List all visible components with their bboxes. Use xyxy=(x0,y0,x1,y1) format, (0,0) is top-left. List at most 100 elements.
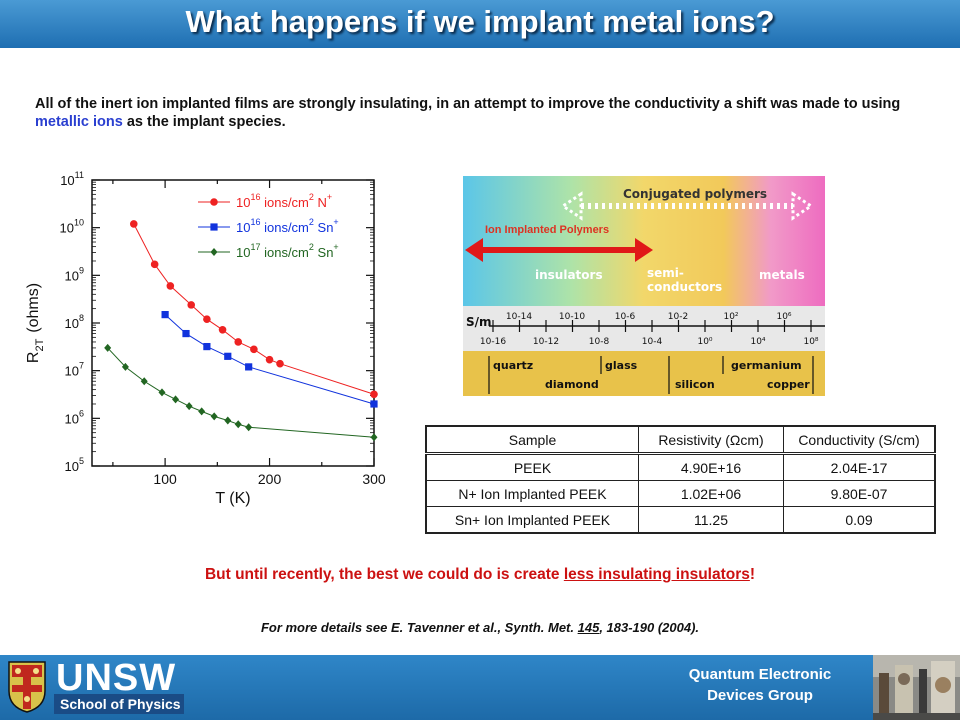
data-point xyxy=(158,388,166,397)
y-tick-label: 107 xyxy=(65,361,84,379)
conjugated-polymers-arrow xyxy=(560,191,814,221)
svg-text:R2T(ohms): R2T (ohms) xyxy=(25,283,46,363)
material-quartz: quartz xyxy=(493,359,533,372)
lab-photo xyxy=(873,655,960,720)
scale-top-labels: 10-14 10-10 10-6 10-2 10² 10⁶ xyxy=(506,312,792,322)
resistance-chart: 105 106 107 108 109 1010 1011 100 200 300 1016 i… xyxy=(18,158,402,513)
punchline: But until recently, the best we could do… xyxy=(0,566,960,584)
cell-sample: PEEK xyxy=(425,453,639,481)
y-tick-label: 1011 xyxy=(60,170,84,188)
data-point xyxy=(370,433,378,442)
x-axis-label: T (K) xyxy=(215,490,250,507)
cell-sample: Sn+ Ion Implanted PEEK xyxy=(425,506,639,534)
y-axis-label: R2T (ohms) xyxy=(25,283,46,363)
y-tick-label: 1010 xyxy=(60,218,84,236)
data-point xyxy=(187,301,196,309)
table-header-row: Sample Resistivity (Ωcm) Conductivity (S… xyxy=(425,425,936,455)
slide-title: What happens if we implant metal ions? xyxy=(185,4,775,39)
unit-label: S/m xyxy=(466,315,492,329)
unsw-logo-text: UNSW xyxy=(56,657,177,699)
data-point xyxy=(265,355,274,364)
data-point xyxy=(172,395,180,404)
conductivity-table: Sample Resistivity (Ωcm) Conductivity (S… xyxy=(425,425,936,534)
intro-text: All of the inert ion implanted films are… xyxy=(35,95,935,131)
scale-top-label: 10⁶ xyxy=(776,312,791,322)
y-tick-label: 108 xyxy=(65,313,84,331)
group-line1: Quantum Electronic xyxy=(688,666,832,683)
ion-implanted-arrow xyxy=(465,238,653,262)
title-bar xyxy=(0,0,960,48)
material-copper: copper xyxy=(767,378,810,391)
punchline-part1: But until recently, the best we could do… xyxy=(204,566,564,583)
group-line2: Devices Group xyxy=(707,687,813,704)
x-axis-ticks xyxy=(112,180,375,466)
data-point xyxy=(370,390,378,399)
data-point xyxy=(224,416,232,425)
intro-highlight: metallic ions xyxy=(35,114,123,130)
region-insulators: insulators xyxy=(535,268,603,282)
legend-label: 1016 ions/cm2 Sn+ xyxy=(236,217,339,235)
scale-band xyxy=(463,306,825,351)
data-point xyxy=(234,420,242,429)
table-row: N+ Ion Implanted PEEK 1.02E+06 9.80E-07 xyxy=(425,480,936,507)
y-tick-label: 109 xyxy=(65,265,84,283)
scale-bottom-label: 10⁸ xyxy=(803,337,818,347)
cell-sample: N+ Ion Implanted PEEK xyxy=(425,480,639,507)
data-point xyxy=(140,377,148,386)
x-tick-label: 200 xyxy=(258,471,282,487)
group-name: Quantum Electronic Devices Group xyxy=(660,664,860,706)
data-point xyxy=(234,338,243,346)
scale-bottom-labels: 10-16 10-12 10-8 10-4 10⁰ 10⁴ 10⁸ xyxy=(480,337,819,347)
material-silicon: silicon xyxy=(675,378,715,391)
reference-citation: For more details see E. Tavenner et al.,… xyxy=(0,620,960,635)
material-glass: glass xyxy=(605,359,638,372)
ion-implanted-label: Ion Implanted Polymers xyxy=(485,224,609,236)
material-diamond: diamond xyxy=(545,378,599,391)
legend-marker xyxy=(210,248,218,256)
data-point xyxy=(370,400,378,408)
scale-bottom-label: 10-8 xyxy=(589,337,610,347)
chart-background xyxy=(18,158,402,513)
data-point xyxy=(104,343,112,352)
punchline-underlined: less insulating insulators xyxy=(563,566,750,583)
data-point xyxy=(276,359,284,368)
reference-volume: 145 xyxy=(577,620,600,635)
table-row: Sn+ Ion Implanted PEEK 11.25 0.09 xyxy=(425,506,936,534)
data-point xyxy=(198,407,206,416)
y-tick-labels: 105 106 107 108 109 1010 1011 xyxy=(60,170,84,474)
conductivity-spectrum: Conjugated polymers Ion Implanted Polyme… xyxy=(463,176,825,396)
y-axis-label-unit: (ohms) xyxy=(25,283,42,333)
scale-top-label: 10-14 xyxy=(506,312,532,322)
material-dividers xyxy=(488,356,814,394)
scale-top-label: 10² xyxy=(723,312,738,322)
scale-top-label: 10-10 xyxy=(559,312,585,322)
legend-label: 1017 ions/cm2 Sn+ xyxy=(236,242,339,260)
data-point xyxy=(182,329,190,338)
conjugated-polymers-label: Conjugated polymers xyxy=(623,187,767,201)
region-semi: semi- xyxy=(647,266,684,280)
data-point xyxy=(245,363,253,371)
legend-marker xyxy=(210,198,218,206)
data-point xyxy=(203,315,211,324)
y-axis-label-main: R xyxy=(25,352,42,364)
cell-conductivity: 9.80E-07 xyxy=(783,480,936,507)
region-metals: metals xyxy=(759,268,805,282)
scale-bottom-label: 10⁴ xyxy=(750,337,765,347)
scale-top-label: 10-2 xyxy=(668,312,688,322)
scale-top-label: 10-6 xyxy=(615,312,636,322)
data-point xyxy=(250,345,258,354)
header-conductivity: Conductivity (S/cm) xyxy=(783,425,936,455)
data-point xyxy=(166,282,175,290)
data-point xyxy=(150,260,159,269)
y-axis-label-sub: 2T xyxy=(34,338,46,351)
scale-ticks xyxy=(492,320,812,332)
unsw-crest-icon xyxy=(8,661,46,713)
cell-conductivity: 2.04E-17 xyxy=(783,453,936,481)
cell-resistivity: 4.90E+16 xyxy=(638,453,784,481)
data-point xyxy=(161,311,169,319)
data-point xyxy=(245,423,253,432)
x-tick-label: 100 xyxy=(153,471,177,487)
y-tick-label: 105 xyxy=(65,456,84,474)
school-label: School of Physics xyxy=(54,694,184,714)
x-tick-labels: 100 200 300 xyxy=(153,471,385,487)
